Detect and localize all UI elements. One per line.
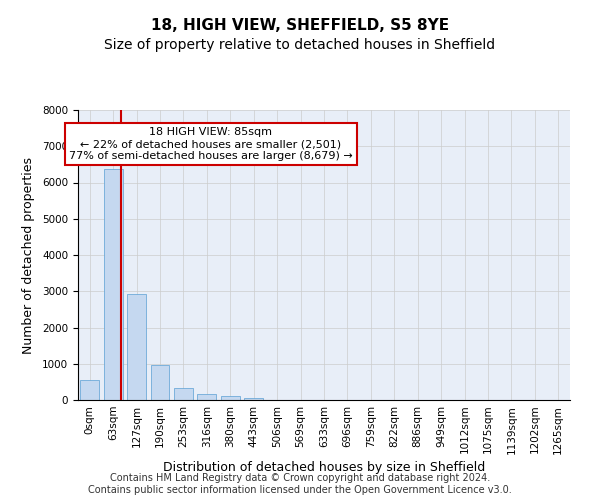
X-axis label: Distribution of detached houses by size in Sheffield: Distribution of detached houses by size … <box>163 460 485 473</box>
Text: Size of property relative to detached houses in Sheffield: Size of property relative to detached ho… <box>104 38 496 52</box>
Text: 18, HIGH VIEW, SHEFFIELD, S5 8YE: 18, HIGH VIEW, SHEFFIELD, S5 8YE <box>151 18 449 32</box>
Bar <box>197 394 216 400</box>
Bar <box>80 380 99 400</box>
Bar <box>221 396 239 400</box>
Bar <box>244 398 263 400</box>
Bar <box>127 294 146 400</box>
Y-axis label: Number of detached properties: Number of detached properties <box>22 156 35 354</box>
Text: 18 HIGH VIEW: 85sqm
← 22% of detached houses are smaller (2,501)
77% of semi-det: 18 HIGH VIEW: 85sqm ← 22% of detached ho… <box>69 128 353 160</box>
Bar <box>104 168 122 400</box>
Bar <box>151 365 169 400</box>
Text: Contains HM Land Registry data © Crown copyright and database right 2024.
Contai: Contains HM Land Registry data © Crown c… <box>88 474 512 495</box>
Bar <box>174 388 193 400</box>
